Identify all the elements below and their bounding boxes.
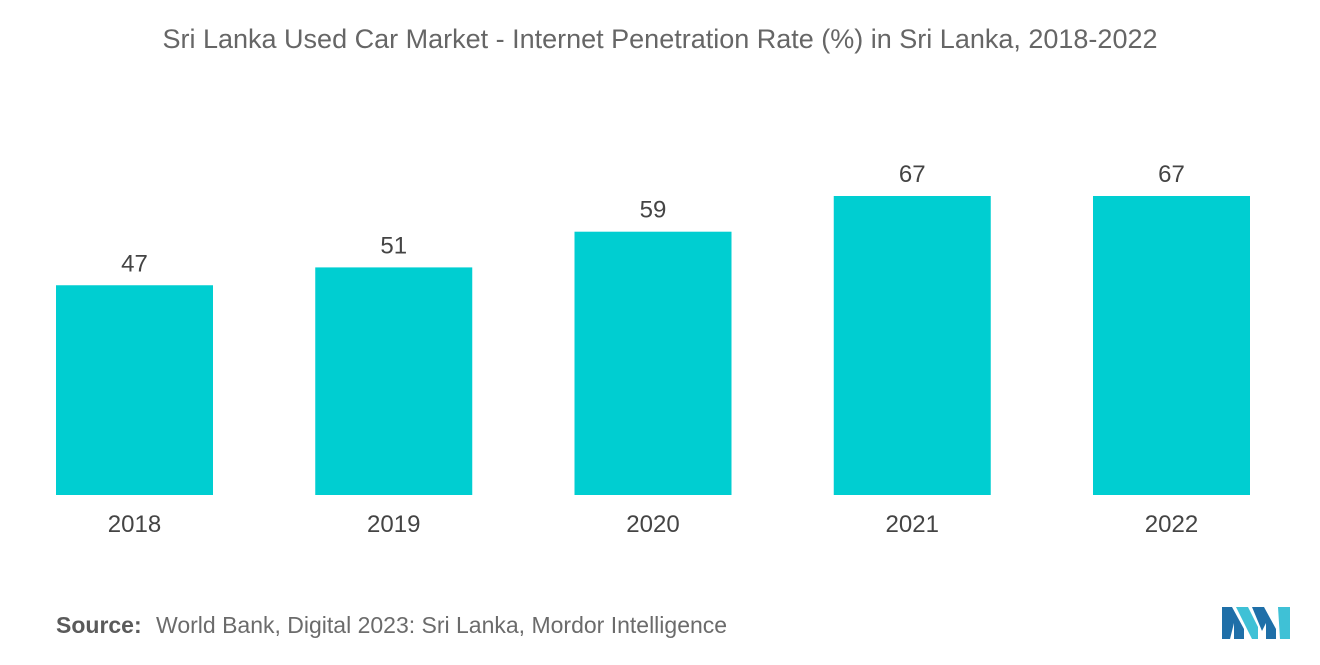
bar-2022 — [1093, 196, 1250, 495]
chart-title: Sri Lanka Used Car Market - Internet Pen… — [162, 24, 1158, 54]
data-label-2018: 47 — [121, 250, 148, 277]
bar-2019 — [315, 267, 473, 495]
x-tick-label-2018: 2018 — [108, 511, 161, 538]
data-label-2020: 59 — [640, 197, 667, 224]
x-tick-label-2020: 2020 — [626, 511, 679, 538]
source-note: Source: World Bank, Digital 2023: Sri La… — [56, 612, 727, 639]
data-label-2022: 67 — [1158, 161, 1185, 188]
x-tick-label-2021: 2021 — [886, 511, 939, 538]
x-tick-label-2019: 2019 — [367, 511, 420, 538]
source-text: World Bank, Digital 2023: Sri Lanka, Mor… — [156, 612, 728, 638]
bar-2021 — [833, 196, 991, 495]
data-label-2021: 67 — [899, 161, 926, 188]
source-label: Source: — [56, 612, 142, 638]
bar-2020 — [574, 231, 732, 496]
bar-2018 — [56, 285, 213, 495]
bar-chart: 47 2018 51 2019 59 2020 67 2021 67 2022 — [56, 161, 1250, 538]
mordor-intelligence-logo-icon — [1222, 607, 1290, 639]
x-tick-label-2022: 2022 — [1145, 511, 1198, 538]
data-label-2019: 51 — [380, 232, 407, 259]
